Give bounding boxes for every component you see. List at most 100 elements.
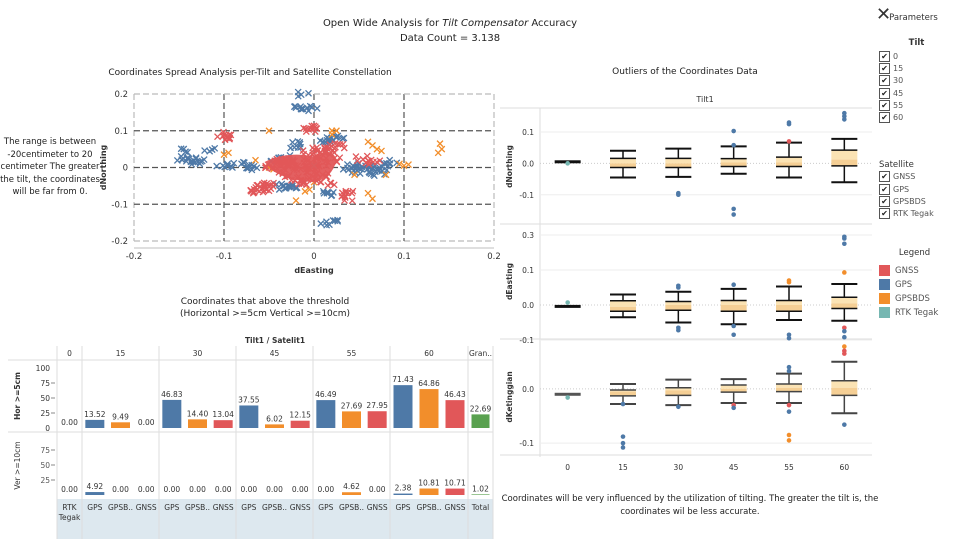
checkbox[interactable]: ✔ xyxy=(879,87,890,99)
scatter-point xyxy=(331,140,339,147)
checkbox[interactable]: ✔ xyxy=(879,183,890,195)
checkbox[interactable]: ✔ xyxy=(879,208,890,220)
satellite-label: GPS xyxy=(395,503,410,512)
tilt-option[interactable]: ✔ 0 xyxy=(879,50,960,62)
satellite-label: GPS xyxy=(241,503,256,512)
tilt-option[interactable]: ✔ 15 xyxy=(879,62,960,74)
legend-item[interactable]: GPSBDS xyxy=(879,292,960,306)
boxplot-panel-dKetinggian: dKetinggian 0.0 -0.1 xyxy=(500,344,872,456)
y-tick-label: -0.2 xyxy=(111,237,128,247)
outlier-point xyxy=(676,327,681,333)
scatter-point xyxy=(198,157,206,165)
satellite-label: GNSS xyxy=(290,503,311,512)
scatter-point xyxy=(297,105,305,113)
scatter-point xyxy=(369,195,376,203)
threshold-bar-chart[interactable]: Tilt1 / Satelit1 0 15 30 45 55 60 Gran.. Hor >=5… xyxy=(0,333,500,539)
tilt-option-label: 60 xyxy=(893,113,904,123)
y-tick-label: 0 xyxy=(123,164,128,174)
box-60 xyxy=(831,110,858,184)
scatter-chart[interactable]: -0.2 -0.1 0 0.1 0.2 0.2 0.1 0 -0.1 -0.2 dEasting dN… xyxy=(100,85,500,280)
legend-item[interactable]: GNSS xyxy=(879,264,960,278)
scatter-point xyxy=(221,163,229,171)
checkbox[interactable]: ✔ xyxy=(879,62,890,74)
box-median xyxy=(554,392,581,396)
outlier-point xyxy=(786,402,792,408)
satellite-option[interactable]: ✔ GPS xyxy=(879,183,960,195)
ver-bar xyxy=(393,493,413,495)
x-tick-label: -0.2 xyxy=(126,252,143,262)
satellite-filter-title: Satellite xyxy=(879,159,914,170)
close-x-icon[interactable]: ✕ xyxy=(876,4,892,25)
tilt-option[interactable]: ✔ 60 xyxy=(879,111,960,124)
box-lower xyxy=(831,159,858,166)
ver-bar-label: 0.00 xyxy=(317,485,334,494)
satellite-label: GPS xyxy=(318,503,333,512)
scatter-point xyxy=(197,158,205,165)
scatter-point xyxy=(351,171,358,179)
hor-bar-label: 0.00 xyxy=(61,418,78,427)
boxplot-column-header: Tilt1 xyxy=(695,95,713,104)
ver-bar xyxy=(471,494,490,495)
scatter-point xyxy=(292,197,300,205)
checkbox[interactable]: ✔ xyxy=(879,196,890,208)
scatter-point xyxy=(261,184,269,191)
scatter-point xyxy=(334,132,342,140)
panel-y-tick: 0.0 xyxy=(522,301,534,310)
box-30 xyxy=(665,378,692,410)
hor-bar-label: 46.43 xyxy=(444,390,466,399)
category-tick-label: 0 xyxy=(565,463,570,472)
scatter-point xyxy=(182,157,190,165)
tilt-option[interactable]: ✔ 45 xyxy=(879,87,960,99)
outlier-point xyxy=(731,323,736,329)
panel-y-title: dNorthing xyxy=(505,145,514,188)
box-15 xyxy=(610,149,636,179)
checkbox[interactable]: ✔ xyxy=(879,50,890,62)
box-upper xyxy=(776,383,802,388)
scatter-point xyxy=(323,221,331,229)
checkbox[interactable]: ✔ xyxy=(879,75,890,87)
boxplot-title: Outliers of the Coordinates Data xyxy=(612,67,758,77)
satellite-label: RTK xyxy=(62,503,77,512)
hor-tick-label: 0 xyxy=(45,424,50,433)
satellite-option[interactable]: ✔ GPSBDS xyxy=(879,195,960,208)
hor-bar-label: 27.69 xyxy=(341,401,363,410)
outlier-point xyxy=(842,422,847,427)
title-prefix: Open Wide Analysis for xyxy=(322,18,443,29)
legend-item[interactable]: GPS xyxy=(879,278,960,292)
scatter-point xyxy=(378,163,386,171)
scatter-point xyxy=(313,104,321,112)
hor-bar-label: 64.86 xyxy=(418,379,440,388)
scatter-point xyxy=(316,137,324,145)
y-tick-label: -0.1 xyxy=(111,200,128,210)
scatter-point xyxy=(225,149,232,157)
box-45 xyxy=(720,128,747,217)
range-note: The range is between -20centimeter to 20… xyxy=(0,137,100,197)
checkbox[interactable]: ✔ xyxy=(879,112,890,124)
ver-bar-label: 0.00 xyxy=(215,485,232,494)
outlier-point xyxy=(786,409,792,414)
gnss-dense-cluster xyxy=(264,151,337,183)
box-upper xyxy=(776,157,802,163)
satellite-option[interactable]: ✔ GNSS xyxy=(879,171,960,183)
satellite-label: Total xyxy=(471,503,490,512)
satellite-option[interactable]: ✔ RTK Tegak xyxy=(879,208,960,220)
box-lower xyxy=(720,305,747,312)
scatter-series-gpsbds xyxy=(220,127,446,205)
outlier-point xyxy=(842,334,847,340)
hor-bar xyxy=(111,422,130,428)
box-45 xyxy=(720,378,747,411)
hor-tick-label: 75 xyxy=(40,379,50,388)
checkbox[interactable]: ✔ xyxy=(879,171,890,183)
checkbox[interactable]: ✔ xyxy=(879,99,890,111)
legend-item[interactable]: RTK Tegak xyxy=(879,306,960,320)
satellite-label: Tegak xyxy=(58,513,81,522)
hor-bar-label: 13.52 xyxy=(84,410,106,419)
scatter-point xyxy=(211,144,219,152)
boxplot-chart[interactable]: Tilt1 dNorthing 0.1 0.0 -0.1 dEasting 0.3 0.1 0.… xyxy=(500,90,872,475)
category-tick-label: 45 xyxy=(729,463,739,472)
scatter-point xyxy=(405,161,412,169)
tilt-option[interactable]: ✔ 55 xyxy=(879,99,960,111)
scatter-point xyxy=(340,144,348,152)
tilt-option[interactable]: ✔ 30 xyxy=(879,75,960,87)
scatter-point xyxy=(288,183,296,191)
